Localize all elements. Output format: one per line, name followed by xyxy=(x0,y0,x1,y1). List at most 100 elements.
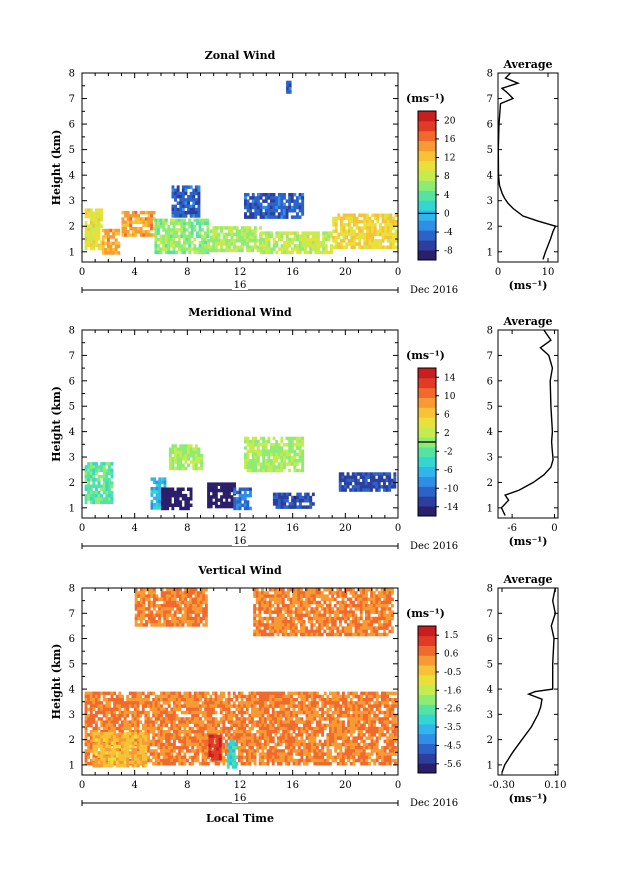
heatmap-cell xyxy=(375,736,379,740)
heatmap-cell xyxy=(97,243,101,248)
heatmap-cell xyxy=(346,475,350,479)
heatmap-cell xyxy=(313,710,317,715)
heatmap-cell xyxy=(296,436,299,441)
heatmap-cell xyxy=(339,762,343,766)
heatmap-cell xyxy=(326,714,330,718)
heatmap-cell xyxy=(131,701,135,705)
heatmap-cell xyxy=(176,497,180,501)
heatmap-cell xyxy=(157,710,161,715)
heatmap-cell xyxy=(207,248,210,253)
heatmap-cell xyxy=(201,694,205,699)
heatmap-cell xyxy=(110,732,114,736)
heatmap-cell xyxy=(271,755,275,760)
heatmap-cell xyxy=(190,241,194,245)
heatmap-cell xyxy=(357,720,361,724)
heatmap-cell xyxy=(251,449,255,453)
heatmap-cell xyxy=(197,457,201,461)
heatmap-cell xyxy=(150,604,154,608)
heatmap-cell xyxy=(384,226,388,230)
heatmap-cell xyxy=(102,730,106,734)
heatmap-cell xyxy=(183,225,186,229)
heatmap-cell xyxy=(179,204,183,209)
heatmap-cell xyxy=(163,497,167,501)
heatmap-cell xyxy=(342,235,346,240)
heatmap-cell xyxy=(275,455,279,460)
heatmap-cell xyxy=(347,749,351,753)
heatmap-cell xyxy=(142,623,146,627)
heatmap-cell xyxy=(196,701,200,705)
heatmap-cell xyxy=(355,691,358,696)
heatmap-cell xyxy=(308,710,312,715)
heatmap-cell xyxy=(114,238,118,242)
heatmap-cell xyxy=(267,452,271,457)
heatmap-cell xyxy=(298,492,302,497)
heatmap-cell xyxy=(258,720,262,724)
heatmap-cell xyxy=(277,462,281,466)
heatmap-cell xyxy=(339,707,343,712)
heatmap-cell xyxy=(179,503,183,507)
heatmap-cell xyxy=(171,204,175,209)
heatmap-cell xyxy=(334,723,338,728)
heatmap-cell xyxy=(269,694,273,699)
heatmap-cell xyxy=(154,698,158,702)
heatmap-cell xyxy=(180,762,184,766)
heatmap-cell xyxy=(92,717,96,721)
heatmap-cell xyxy=(115,757,119,762)
heatmap-cell xyxy=(383,694,387,699)
heatmap-cell xyxy=(160,477,164,481)
heatmap-cell xyxy=(213,734,217,739)
heatmap-cell xyxy=(301,452,305,457)
heatmap-cell xyxy=(147,714,150,718)
heatmap-cell xyxy=(131,738,135,742)
heatmap-cell xyxy=(160,730,163,734)
heatmap-cell xyxy=(108,468,111,472)
heatmap-cell xyxy=(350,235,354,240)
heatmap-cell xyxy=(274,694,278,699)
heatmap-cell xyxy=(370,723,374,728)
heatmap-cell xyxy=(144,694,148,699)
heatmap-cell xyxy=(245,736,249,740)
heatmap-cell xyxy=(388,752,392,756)
heatmap-cell xyxy=(158,616,161,621)
heatmap-cell xyxy=(253,691,257,696)
heatmap-cell xyxy=(217,498,221,502)
heatmap-cell xyxy=(162,742,166,747)
heatmap-cell xyxy=(206,701,210,705)
heatmap-cell xyxy=(264,199,268,203)
heatmap-cell xyxy=(101,238,105,242)
heatmap-cell xyxy=(126,698,130,702)
heatmap-cell xyxy=(391,720,395,724)
heatmap-cell xyxy=(157,694,161,699)
heatmap-cell xyxy=(201,742,205,747)
heatmap-cell xyxy=(266,698,270,702)
heatmap-cell xyxy=(352,752,356,756)
heatmap-cell xyxy=(108,760,111,765)
heatmap-cell xyxy=(117,244,121,249)
heatmap-cell xyxy=(259,215,263,219)
heatmap-cell xyxy=(150,503,154,507)
heatmap-cell xyxy=(227,714,231,718)
heatmap-cell xyxy=(280,199,284,203)
average-frame xyxy=(497,329,559,519)
heatmap-cell xyxy=(178,694,182,699)
heatmap-cell xyxy=(196,704,200,708)
heatmap-cell xyxy=(87,484,91,488)
heatmap-cell xyxy=(84,707,88,712)
heatmap-cell xyxy=(144,752,148,756)
heatmap-cell xyxy=(371,229,375,233)
heatmap-cell xyxy=(366,232,369,237)
heatmap-cell xyxy=(277,736,280,740)
heatmap-cell xyxy=(220,248,223,253)
heatmap-cell xyxy=(232,755,235,760)
heatmap-cell xyxy=(180,710,184,715)
heatmap-cell xyxy=(355,726,358,731)
heatmap-cell xyxy=(376,219,380,224)
heatmap-cell xyxy=(370,707,374,712)
heatmap-cell xyxy=(366,219,369,224)
heatmap-cell xyxy=(84,240,88,244)
heatmap-cell xyxy=(109,248,113,252)
heatmap-cell xyxy=(296,462,299,466)
heatmap-cell xyxy=(131,210,135,215)
heatmap-cell xyxy=(277,199,281,203)
heatmap-cell xyxy=(112,232,115,236)
